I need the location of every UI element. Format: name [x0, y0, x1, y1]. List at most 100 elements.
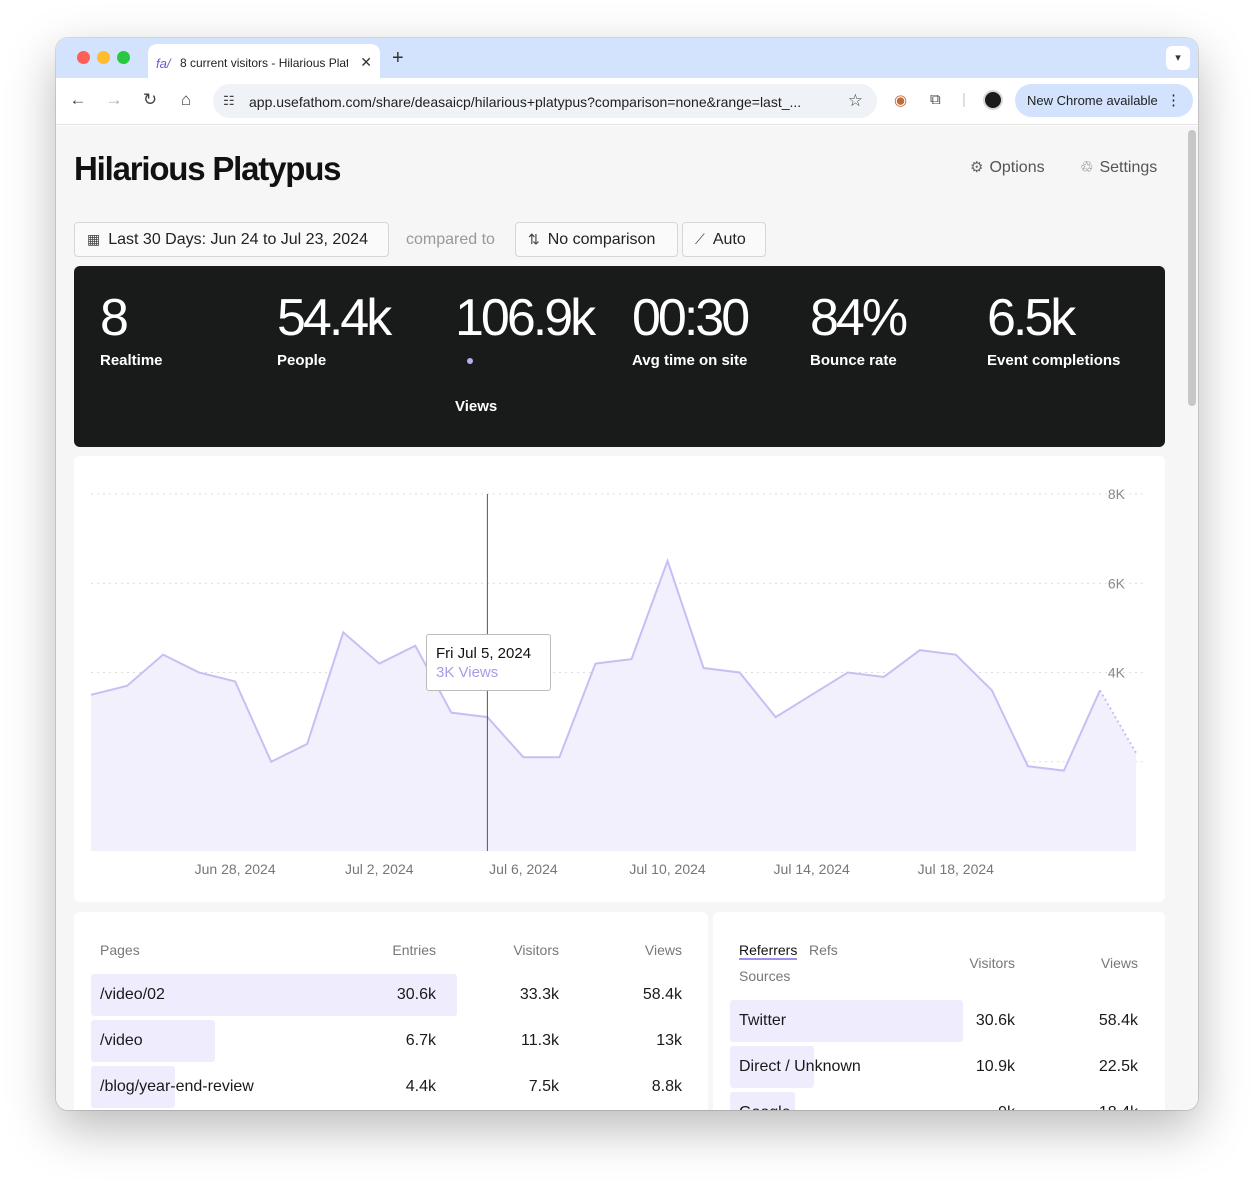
- sources-label[interactable]: Sources: [739, 968, 791, 984]
- extension-icon[interactable]: ◉: [894, 92, 908, 109]
- stat-event-completions[interactable]: 6.5k Event completions: [987, 288, 1157, 369]
- stat-realtime[interactable]: 8 Realtime: [100, 288, 270, 369]
- data-point[interactable]: [737, 670, 743, 676]
- views-value: 18.4k: [1038, 1104, 1138, 1110]
- bookmark-star-icon[interactable]: ☆: [847, 91, 863, 110]
- tab-title: 8 current visitors - Hilarious Platypus: [180, 56, 348, 70]
- data-point[interactable]: [268, 759, 274, 765]
- data-point[interactable]: [556, 754, 562, 760]
- page-path[interactable]: /blog/year-end-review: [100, 1078, 254, 1095]
- granularity-button[interactable]: ⟋ Auto: [682, 222, 766, 257]
- table-row[interactable]: /video/02 30.6k 33.3k 58.4k: [91, 974, 691, 1016]
- tab-search-button[interactable]: ▾: [1166, 46, 1190, 70]
- table-row[interactable]: Twitter 30.6k 58.4k: [730, 1000, 1150, 1042]
- new-tab-button[interactable]: +: [392, 47, 404, 69]
- series-area: [91, 560, 1136, 851]
- y-tick-label: 6K: [1108, 575, 1126, 591]
- update-label: New Chrome available: [1027, 93, 1158, 108]
- referrer-name[interactable]: Twitter: [739, 1012, 787, 1029]
- stat-value: 00:30: [632, 289, 750, 347]
- row-share-bar: [91, 974, 457, 1016]
- views-header[interactable]: Views: [644, 942, 682, 958]
- data-point[interactable]: [881, 674, 887, 680]
- table-row[interactable]: Google 9k 18.4k: [730, 1092, 1150, 1110]
- comparison-button[interactable]: ⇅ No comparison: [515, 222, 678, 257]
- browser-tab[interactable]: fa/ 8 current visitors - Hilarious Platy…: [148, 44, 380, 78]
- data-point[interactable]: [520, 754, 526, 760]
- data-point[interactable]: [412, 643, 418, 649]
- data-point[interactable]: [1061, 768, 1067, 774]
- minimize-window-button[interactable]: [97, 51, 110, 64]
- page-path[interactable]: /video/02: [100, 986, 165, 1003]
- table-row[interactable]: /video 6.7k 11.3k 13k: [91, 1020, 691, 1062]
- stat-avg-time[interactable]: 00:30 Avg time on site: [632, 288, 802, 369]
- extensions-puzzle-icon[interactable]: ⧉: [930, 91, 941, 108]
- visitors-header[interactable]: Visitors: [969, 955, 1015, 971]
- table-row[interactable]: Direct / Unknown 10.9k 22.5k: [730, 1046, 1150, 1088]
- stat-views[interactable]: 106.9k Views: [455, 288, 625, 415]
- data-point[interactable]: [629, 656, 635, 662]
- date-range-button[interactable]: ▦ Last 30 Days: Jun 24 to Jul 23, 2024: [74, 222, 389, 257]
- data-point[interactable]: [124, 683, 130, 689]
- data-point[interactable]: [448, 710, 454, 716]
- options-link[interactable]: ⚙ Options: [970, 158, 1045, 177]
- data-point[interactable]: [196, 670, 202, 676]
- site-info-icon[interactable]: ☷: [223, 93, 235, 108]
- data-point[interactable]: [376, 661, 382, 667]
- tab-refs[interactable]: Refs: [809, 942, 838, 958]
- referrer-name[interactable]: Google: [739, 1104, 791, 1110]
- y-tick-label: 8K: [1108, 486, 1126, 502]
- stat-bounce-rate[interactable]: 84% Bounce rate: [810, 288, 980, 369]
- data-point[interactable]: [88, 692, 94, 698]
- pages-header[interactable]: Pages: [100, 942, 140, 958]
- data-point[interactable]: [701, 665, 707, 671]
- fathom-favicon-icon: fa/: [156, 56, 171, 71]
- page-scrollbar[interactable]: [1188, 130, 1196, 406]
- referrer-name[interactable]: Direct / Unknown: [739, 1058, 861, 1075]
- data-point[interactable]: [989, 687, 995, 693]
- close-window-button[interactable]: [77, 51, 90, 64]
- zoom-window-button[interactable]: [117, 51, 130, 64]
- data-point[interactable]: [1025, 763, 1031, 769]
- data-point[interactable]: [953, 652, 959, 658]
- reload-icon[interactable]: ↻: [142, 90, 158, 109]
- visitors-header[interactable]: Visitors: [513, 942, 559, 958]
- stat-label: Event completions: [987, 352, 1121, 369]
- views-value: 58.4k: [642, 986, 682, 1003]
- back-icon[interactable]: ←: [69, 90, 87, 109]
- compared-to-label: compared to: [406, 231, 495, 248]
- tab-referrers[interactable]: Referrers: [739, 942, 798, 960]
- stat-label: Bounce rate: [810, 352, 897, 369]
- forward-icon[interactable]: →: [105, 90, 123, 109]
- new-chrome-available-button[interactable]: New Chrome available ⋮: [1015, 84, 1193, 117]
- row-share-bar: [730, 1000, 963, 1042]
- page-path[interactable]: /video: [100, 1032, 143, 1049]
- address-bar[interactable]: ☷ app.usefathom.com/share/deasaicp/hilar…: [213, 84, 877, 118]
- data-point[interactable]: [809, 692, 815, 698]
- more-menu-icon[interactable]: ⋮: [1166, 92, 1181, 109]
- data-point[interactable]: [304, 741, 310, 747]
- data-point[interactable]: [845, 670, 851, 676]
- stat-value: 6.5k: [987, 289, 1076, 347]
- data-point[interactable]: [1133, 750, 1139, 756]
- close-tab-icon[interactable]: ✕: [360, 54, 372, 70]
- data-point[interactable]: [232, 678, 238, 684]
- entries-header[interactable]: Entries: [392, 942, 436, 958]
- stat-people[interactable]: 54.4k People: [277, 288, 447, 369]
- table-row[interactable]: /blog/year-end-review 4.4k 7.5k 8.8k: [91, 1066, 691, 1108]
- data-point[interactable]: [917, 647, 923, 653]
- data-point[interactable]: [773, 714, 779, 720]
- data-point[interactable]: [340, 629, 346, 635]
- options-label: Options: [989, 159, 1045, 176]
- home-icon[interactable]: ⌂: [180, 90, 192, 109]
- views-header[interactable]: Views: [1100, 955, 1138, 971]
- settings-link[interactable]: ♲ Settings: [1080, 158, 1157, 177]
- data-point[interactable]: [592, 661, 598, 667]
- data-point[interactable]: [160, 652, 166, 658]
- views-value: 8.8k: [651, 1078, 682, 1095]
- profile-avatar[interactable]: [983, 90, 1003, 110]
- shapes-icon: ♲: [1080, 159, 1094, 176]
- data-point[interactable]: [665, 558, 671, 564]
- data-point[interactable]: [1097, 687, 1103, 693]
